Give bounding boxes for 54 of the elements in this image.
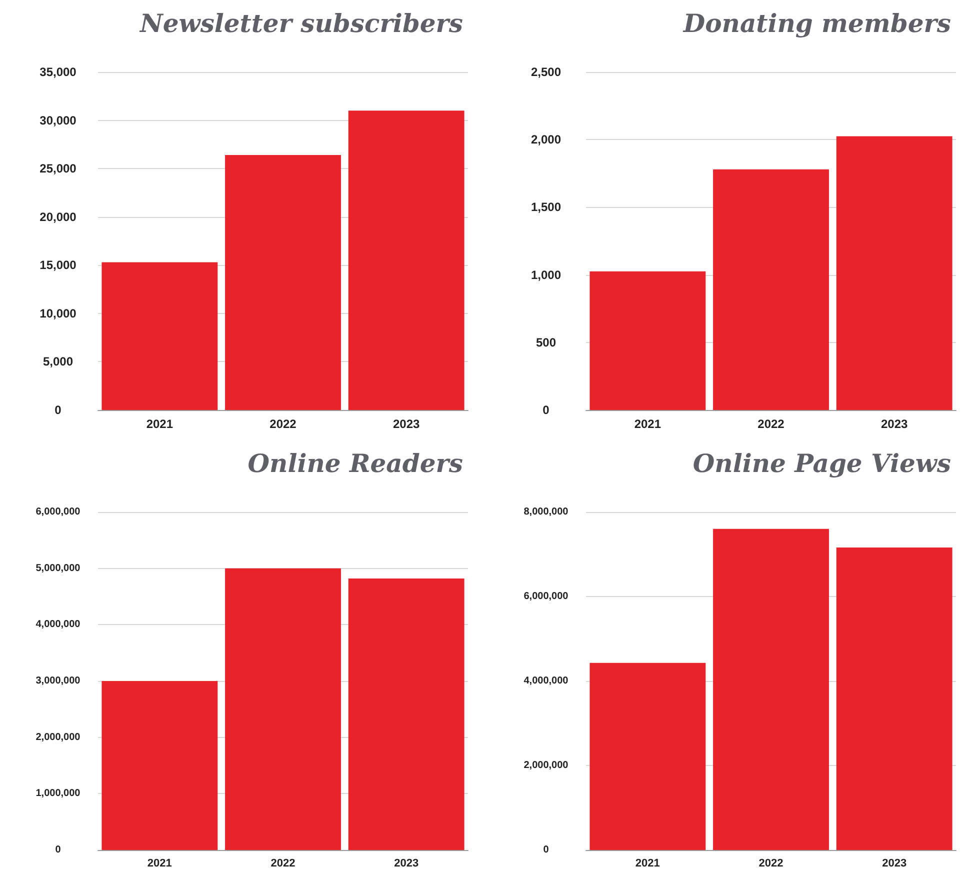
bar xyxy=(225,155,341,410)
y-tick-label: 2,500 xyxy=(530,65,562,79)
bar xyxy=(348,578,464,850)
bar xyxy=(713,169,829,410)
y-tick-label: 20,000 xyxy=(40,210,77,224)
x-tick-label: 2022 xyxy=(270,858,296,870)
x-tick-label: 2022 xyxy=(758,858,784,870)
y-tick-label: 5,000 xyxy=(42,354,74,369)
x-tick-label: 2022 xyxy=(270,417,297,431)
x-tick-label: 2022 xyxy=(758,417,785,431)
y-tick-label: 0 xyxy=(543,844,550,856)
bar xyxy=(348,110,464,410)
x-tick-label: 2021 xyxy=(147,858,172,870)
chart-title: Online Readers xyxy=(248,449,464,478)
y-tick-label: 10,000 xyxy=(40,306,77,320)
y-tick-label: 1,500 xyxy=(530,200,562,214)
bar xyxy=(836,547,952,850)
bar xyxy=(590,662,706,850)
y-tick-label: 500 xyxy=(536,335,556,350)
bar xyxy=(102,262,218,410)
y-tick-label: 35,000 xyxy=(40,65,77,79)
y-tick-label: 15,000 xyxy=(40,258,77,272)
y-tick-label: 4,000,000 xyxy=(524,676,569,686)
y-tick-label: 3,000,000 xyxy=(36,676,81,686)
y-tick-label: 0 xyxy=(542,403,550,417)
bar xyxy=(836,136,952,410)
y-tick-label: 5,000,000 xyxy=(36,562,81,574)
x-tick-label: 2023 xyxy=(880,417,908,431)
y-tick-label: 1,000 xyxy=(530,268,562,282)
chart-title: Online Page Views xyxy=(692,449,952,478)
y-tick-label: 0 xyxy=(55,844,62,856)
x-tick-label: 2023 xyxy=(392,417,420,431)
y-tick-label: 8,000,000 xyxy=(524,506,569,518)
chart-title: Newsletter subscribers xyxy=(139,9,464,38)
x-tick-label: 2021 xyxy=(634,417,662,431)
y-tick-label: 25,000 xyxy=(40,162,77,176)
chart-title: Donating members xyxy=(682,9,951,38)
y-tick-label: 6,000,000 xyxy=(36,506,81,518)
y-tick-label: 0 xyxy=(54,403,62,417)
y-tick-label: 2,000,000 xyxy=(36,732,81,743)
x-tick-label: 2021 xyxy=(635,858,660,870)
bar xyxy=(102,681,218,850)
bar xyxy=(225,568,341,850)
x-tick-label: 2023 xyxy=(882,858,907,870)
x-tick-label: 2021 xyxy=(146,417,174,431)
y-tick-label: 2,000,000 xyxy=(524,760,569,771)
bar xyxy=(713,528,829,850)
y-tick-label: 2,000 xyxy=(530,132,562,147)
y-tick-label: 1,000,000 xyxy=(36,788,81,800)
y-tick-label: 30,000 xyxy=(40,113,77,128)
x-tick-label: 2023 xyxy=(394,858,419,870)
y-tick-label: 6,000,000 xyxy=(524,591,569,602)
y-tick-label: 4,000,000 xyxy=(36,619,81,630)
bar xyxy=(590,271,706,410)
